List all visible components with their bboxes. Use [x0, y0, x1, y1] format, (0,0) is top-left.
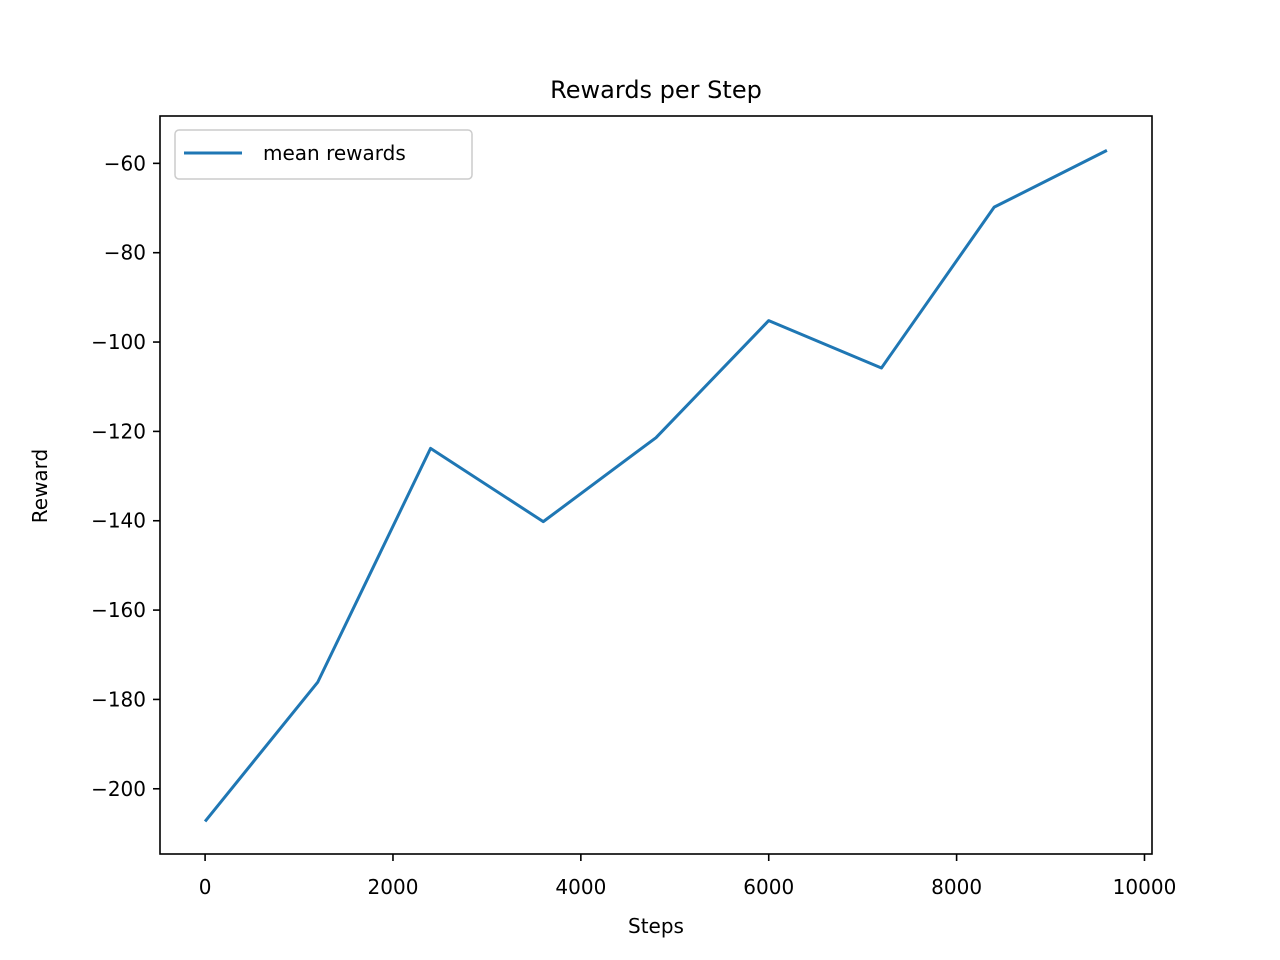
x-tick-label: 4000 — [555, 875, 606, 899]
x-axis-label: Steps — [628, 914, 684, 938]
y-tick-label: −100 — [91, 330, 146, 354]
x-tick-label: 0 — [199, 875, 212, 899]
y-tick-label: −60 — [104, 151, 146, 175]
plot-frame — [159, 115, 1153, 855]
series-line-1 — [203, 149, 1108, 823]
x-tick-label: 8000 — [931, 875, 982, 899]
y-tick-label: −80 — [104, 241, 146, 265]
y-tick-label: −120 — [91, 419, 146, 443]
y-tick-label: −180 — [91, 687, 146, 711]
x-tick-label: 6000 — [743, 875, 794, 899]
y-axis-ticks: −200 −180 −160 −140 −120 −100 −80 −60 — [91, 151, 160, 801]
y-tick-label: −160 — [91, 598, 146, 622]
y-tick-label: −140 — [91, 509, 146, 533]
y-tick-label: −200 — [91, 777, 146, 801]
legend-box — [174, 129, 473, 180]
legend: mean rewards — [174, 129, 473, 180]
x-tick-label: 2000 — [368, 875, 419, 899]
legend-series-label: mean rewards — [263, 141, 406, 165]
y-axis-label: Reward — [28, 449, 52, 523]
chart-title: Rewards per Step — [550, 76, 762, 104]
x-axis-ticks: 0 2000 4000 6000 8000 10000 — [199, 854, 1177, 899]
x-tick-label: 10000 — [1113, 875, 1177, 899]
plot-layer — [203, 149, 1108, 823]
